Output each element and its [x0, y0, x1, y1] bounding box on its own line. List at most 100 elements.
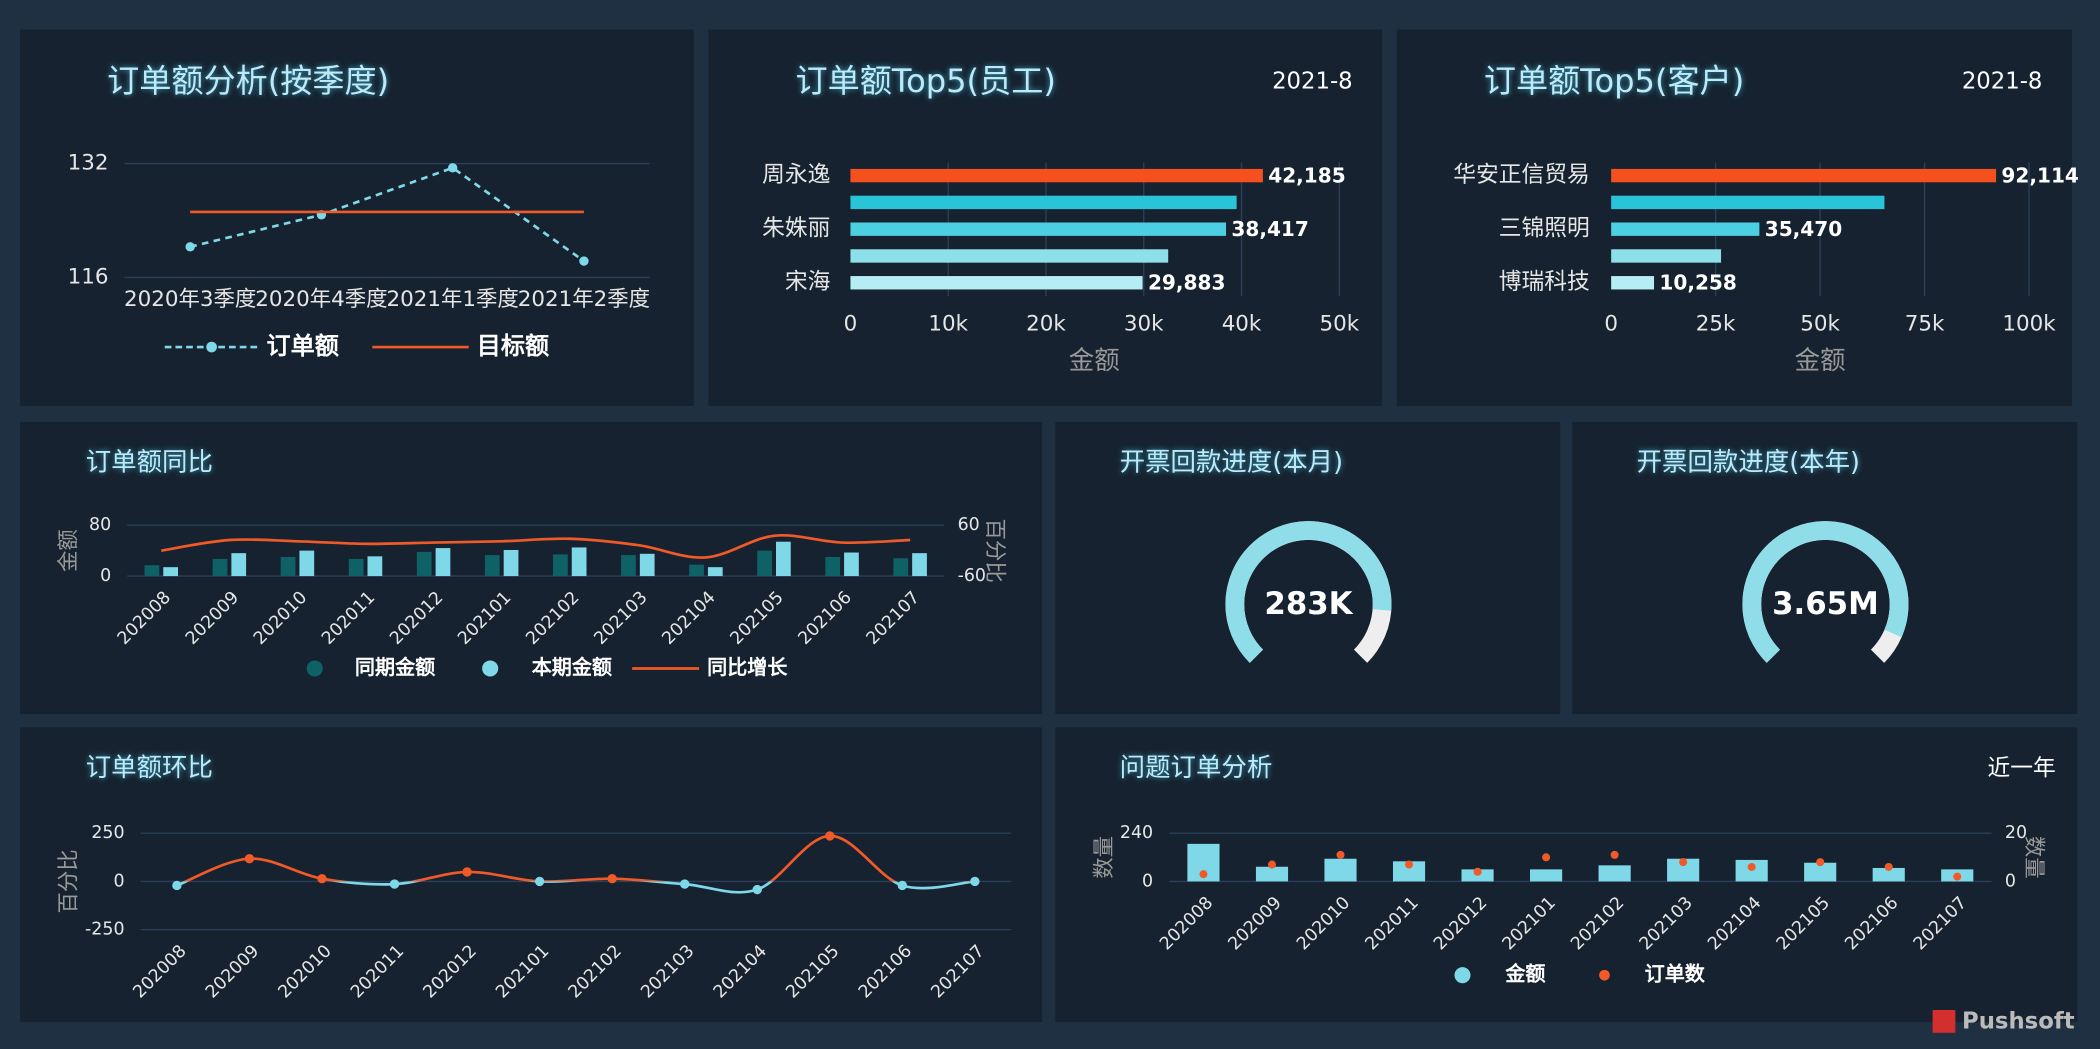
bar: [1611, 195, 1885, 210]
x-tick-label: 75k: [1905, 311, 1945, 336]
panel: [1055, 727, 2078, 1023]
chart-title: 订单额Top5(客户): [1484, 62, 1744, 100]
legend-icon: [1454, 967, 1471, 984]
point: [1816, 858, 1825, 867]
legend-icon: [206, 341, 217, 353]
point: [897, 880, 908, 891]
bar: [435, 548, 451, 577]
bar: [1611, 168, 1997, 183]
point: [970, 876, 980, 887]
panel: [1572, 422, 2078, 715]
point: [534, 876, 545, 887]
chart-title: 订单额分析(按季度): [107, 62, 389, 100]
line: [189, 166, 585, 263]
point: [579, 256, 589, 266]
bar: [893, 558, 909, 577]
x-tick-label: 50k: [1319, 311, 1359, 336]
gauge-progress: [1225, 521, 1392, 663]
bar: [1804, 862, 1837, 882]
bar: [231, 553, 247, 577]
bar: [689, 564, 704, 577]
gauge-progress: [1742, 521, 1909, 663]
panel: [20, 422, 1042, 715]
point: [1405, 860, 1414, 869]
bar: [850, 168, 1263, 183]
value-label: 29,883: [1148, 271, 1225, 295]
bar: [1872, 867, 1905, 882]
point: [1267, 860, 1277, 869]
y-tick-label: 250: [91, 823, 124, 843]
bar: [850, 195, 1237, 210]
x-tick-label: 100k: [2002, 311, 2056, 336]
bar: [850, 276, 1143, 290]
point: [1884, 862, 1893, 871]
point: [1953, 872, 1962, 881]
bar: [1255, 866, 1289, 882]
bar: [850, 222, 1227, 236]
chart-title: 订单额Top5(员工): [796, 62, 1056, 100]
panel: [1055, 422, 1561, 715]
bar: [144, 565, 160, 577]
bar: [1530, 869, 1563, 882]
y2-tick-label: 20: [2005, 823, 2027, 843]
bar: [850, 249, 1169, 263]
value-label: 42,185: [1268, 163, 1345, 187]
legend-label: 同期金额: [355, 655, 436, 679]
bar: [707, 567, 723, 577]
x-axis-label: 金额: [1795, 345, 1846, 375]
x-axis-label: 金额: [1069, 345, 1120, 375]
chart-title: 问题订单分析: [1120, 752, 1273, 782]
y2-tick-label: -60: [958, 566, 986, 586]
bar: [1611, 249, 1722, 263]
y-tick-label: 0: [1142, 871, 1153, 891]
brand: Pushsoft: [1962, 1009, 2075, 1035]
x-tick-label: 50k: [1800, 311, 1840, 336]
y-axis-label: 百分比: [57, 849, 82, 913]
x-tick-label: 2021年1季度: [387, 287, 519, 312]
bar: [621, 555, 636, 577]
bar: [299, 550, 315, 577]
point: [447, 163, 458, 173]
bar: [1667, 858, 1700, 882]
y-tick-label: 宋海: [785, 269, 830, 295]
value-label: 38,417: [1231, 217, 1308, 241]
point: [825, 831, 835, 841]
bar: [1598, 865, 1631, 882]
x-tick-label: 2021年2季度: [518, 287, 650, 312]
bar: [1392, 861, 1426, 882]
chart-title: 开票回款进度(本年): [1637, 447, 1860, 477]
bar: [757, 550, 772, 577]
y-axis-label: 金额: [57, 529, 82, 572]
gauge-value: 283K: [1264, 586, 1353, 622]
point: [752, 884, 762, 895]
legend-label: 本期金额: [532, 655, 613, 679]
y-tick-label: 116: [68, 264, 109, 289]
legend-label: 金额: [1504, 962, 1546, 986]
point: [1542, 853, 1551, 862]
panel: [1396, 29, 2072, 406]
y2-tick-label: 0: [2005, 871, 2016, 891]
y-tick-label: 博瑞科技: [1499, 269, 1590, 295]
legend-label: 订单额: [267, 332, 339, 360]
point: [172, 880, 182, 891]
bar: [825, 556, 841, 577]
bar: [163, 567, 179, 577]
y-tick-label: -250: [85, 920, 125, 940]
legend-label: 目标额: [477, 332, 549, 360]
point: [1473, 867, 1482, 876]
y2-axis-label: 百分比: [982, 519, 1007, 583]
point: [1747, 862, 1756, 871]
bar: [639, 553, 655, 577]
point: [680, 879, 690, 889]
bar: [571, 547, 587, 577]
x-tick-label: 0: [1604, 311, 1618, 336]
bar: [1611, 276, 1655, 290]
x-tick-label: 10k: [928, 311, 968, 336]
point: [1199, 870, 1208, 879]
chart-subtitle: 2021-8: [1272, 68, 1353, 94]
y-tick-label: 132: [68, 151, 109, 176]
x-tick-label: 25k: [1696, 311, 1736, 336]
bar: [280, 556, 296, 577]
bar: [416, 551, 432, 577]
point: [185, 242, 195, 252]
